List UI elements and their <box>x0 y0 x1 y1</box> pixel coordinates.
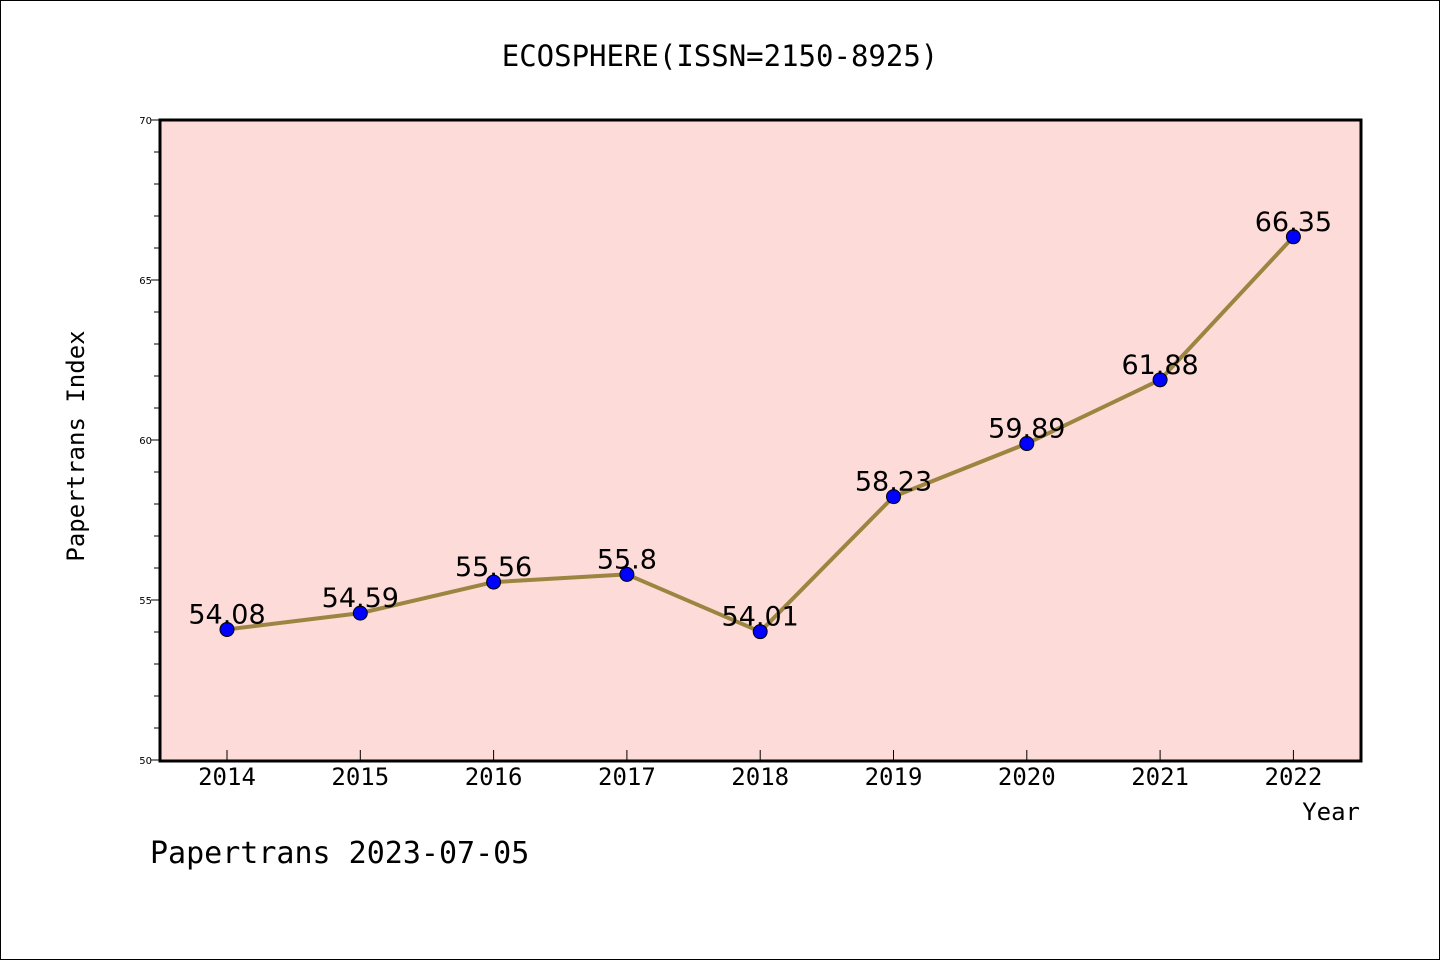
data-label: 54.08 <box>188 599 265 630</box>
data-point <box>752 624 768 640</box>
x-tick-label: 2019 <box>865 763 923 791</box>
data-point <box>886 489 901 505</box>
data-label: 55.56 <box>455 552 532 583</box>
data-labels-group: 54.08 54.59 55.56 55.8 54.01 58.23 59.89 61.88 6… <box>188 207 1332 633</box>
data-label: 54.01 <box>722 602 799 633</box>
x-tick-label: 2016 <box>465 763 523 791</box>
data-point <box>1285 229 1301 245</box>
x-tick-label: 2017 <box>598 763 656 791</box>
x-tick-label: 2018 <box>731 763 789 791</box>
data-label: 54.59 <box>322 583 399 614</box>
data-label: 55.8 <box>597 544 657 575</box>
plot-area <box>158 118 1363 763</box>
data-label: 61.88 <box>1121 350 1198 381</box>
x-tick-label: 2014 <box>198 763 256 791</box>
y-tick-label: 65 <box>139 276 152 287</box>
data-point <box>219 621 235 637</box>
data-point <box>1019 436 1035 452</box>
y-axis-ticks: 50 55 60 65 70 <box>139 116 160 767</box>
x-axis-label: Year <box>1302 798 1360 826</box>
chart-title: ECOSPHERE(ISSN=2150-8925) <box>502 39 939 73</box>
y-tick-label: 55 <box>139 596 152 607</box>
y-axis-label: Papertrans Index <box>62 330 90 561</box>
data-label: 66.35 <box>1255 207 1332 238</box>
footer-text: Papertrans 2023-07-05 <box>150 836 529 871</box>
x-tick-label: 2020 <box>998 763 1056 791</box>
y-tick-label: 50 <box>139 756 152 767</box>
data-point <box>352 605 368 621</box>
x-tick-label: 2021 <box>1131 763 1189 791</box>
data-label: 59.89 <box>988 414 1065 445</box>
data-label: 58.23 <box>855 467 932 498</box>
x-tick-label: 2015 <box>331 763 389 791</box>
y-tick-label: 60 <box>139 436 152 447</box>
x-tick-label: 2022 <box>1265 763 1323 791</box>
x-axis-ticks: 2014 2015 2016 2017 2018 2019 2020 2021 2022 <box>198 750 1322 791</box>
data-point <box>619 566 635 582</box>
y-tick-label: 70 <box>139 116 152 127</box>
data-points-group <box>219 229 1301 640</box>
data-point <box>1152 372 1168 388</box>
data-point <box>486 574 502 590</box>
